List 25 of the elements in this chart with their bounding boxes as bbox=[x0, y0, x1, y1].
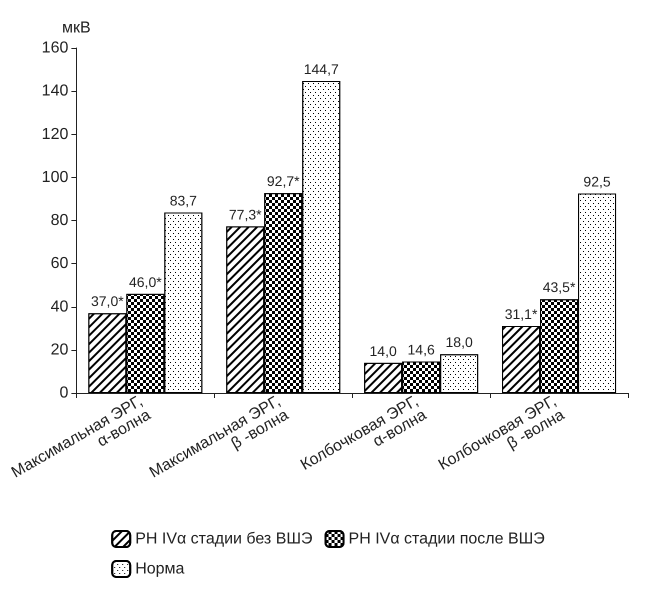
data-label: 77,3* bbox=[228, 206, 262, 222]
data-label: 46,0* bbox=[128, 274, 162, 290]
data-label: 92,7* bbox=[266, 173, 300, 190]
data-label: 37,0* bbox=[90, 293, 124, 310]
legend-label: РН IVα стадии после ВШЭ bbox=[348, 530, 545, 548]
y-tick-label: 100 bbox=[42, 168, 68, 186]
data-label: 31,1* bbox=[504, 306, 538, 322]
data-label: 14,0 bbox=[370, 342, 397, 359]
data-label: 144,7 bbox=[304, 60, 339, 77]
legend-label: Норма bbox=[135, 560, 185, 578]
y-tick-label: 40 bbox=[50, 298, 68, 316]
data-label: 18,0 bbox=[446, 334, 473, 350]
y-tick-label: 120 bbox=[42, 126, 68, 143]
data-label: 83,7 bbox=[170, 192, 198, 209]
y-axis-title: мкВ bbox=[62, 20, 91, 36]
data-label: 43,5* bbox=[542, 279, 576, 296]
y-tick-label: 160 bbox=[42, 40, 68, 56]
y-tick-label: 80 bbox=[50, 212, 68, 229]
y-tick-label: 0 bbox=[59, 384, 68, 402]
y-tick-label: 140 bbox=[42, 82, 68, 100]
y-tick-label: 20 bbox=[50, 341, 68, 358]
legend-label: РН IVα стадии без ВШЭ bbox=[135, 530, 313, 548]
data-label: 14,6 bbox=[408, 342, 435, 358]
data-label: 92,5 bbox=[583, 174, 611, 190]
y-tick-label: 60 bbox=[50, 255, 68, 272]
